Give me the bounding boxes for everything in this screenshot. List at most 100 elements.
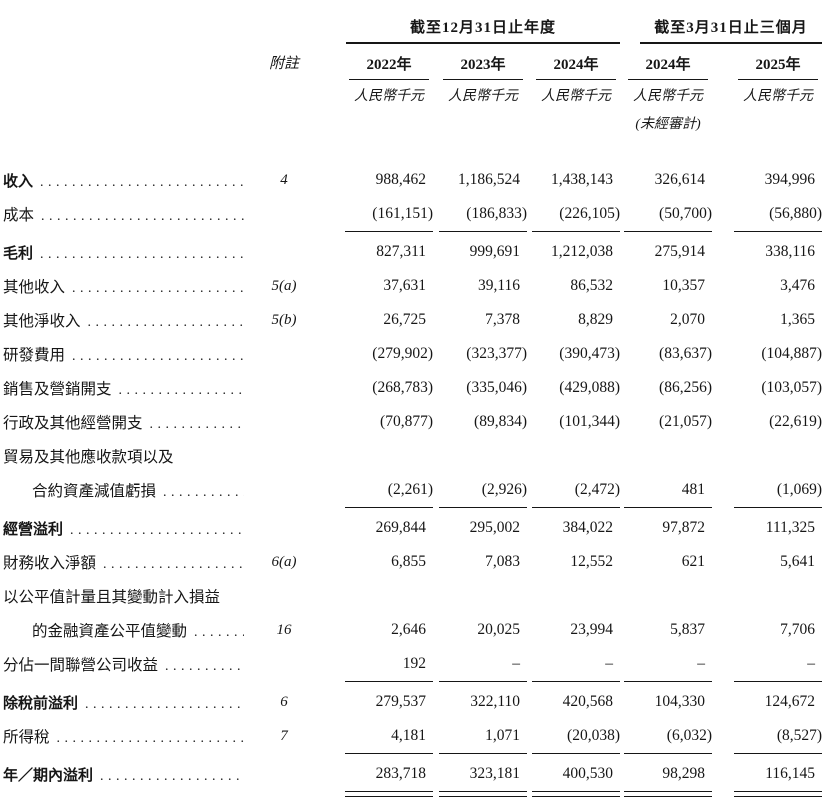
dot-leader [40,247,244,263]
value-cell: (56,880) [712,197,822,231]
year-label: 2023年 [443,53,523,80]
value: 6,855 [391,553,426,570]
row-label: 的金融資產公平值變動 [32,623,188,640]
value: 97,872 [662,519,705,536]
row-label-cell: 所得稅 [3,719,258,753]
rule-line [532,231,620,232]
row-note: 6(a) [271,553,297,570]
value-cell: 23,994 [527,613,620,647]
value-cell: 323,181 [433,757,527,791]
value: (86,256) [659,379,712,396]
value: 1,438,143 [551,171,613,188]
value: 23,994 [570,621,613,638]
value-cell [620,439,712,473]
value: 269,844 [375,519,426,536]
value: 1,365 [780,311,816,328]
value-cell: 326,614 [620,163,712,197]
row-label-cell: 經營溢利 [3,511,258,545]
currency-unit: 人民幣千元 [743,89,814,104]
value-cell: (226,105) [527,197,620,231]
value: 384,022 [562,519,613,536]
value: 283,718 [375,765,426,782]
value-cell: 86,532 [527,269,620,303]
value-cell: (21,057) [620,405,712,439]
value: 827,311 [376,243,426,260]
value: 1,186,524 [458,171,520,188]
value-cell: 1,186,524 [433,163,527,197]
table-row: 年／期內溢利 283,718 323,181 400,530 98,298 116,145 [3,757,822,791]
year-label: 2022年 [349,53,429,80]
value-cell: 827,311 [310,235,433,269]
value-cell: (390,473) [527,337,620,371]
row-label: 成本 [3,207,35,224]
table-row: 收入 4 988,462 1,186,524 1,438,143 326,614 394,9… [3,163,822,197]
value: – [697,655,705,672]
value-cell [433,579,527,613]
rule-line [624,753,712,754]
value: 326,614 [654,171,705,188]
row-label: 除稅前溢利 [3,694,79,712]
row-label-cell: 分佔一間聯營公司收益 [3,647,258,681]
currency-unit: 人民幣千元 [633,89,703,104]
group-quarter-label: 截至3月31日止三個月 [654,20,808,36]
value-cell: 279,537 [310,685,433,719]
table-row: 合約資產減值虧損 (2,261) (2,926) (2,472) 481 (1,069) [3,473,822,507]
row-label: 財務收入淨額 [3,555,97,572]
value: (1,069) [776,481,823,498]
value: (104,887) [761,345,823,362]
row-note [258,579,310,613]
table-row: 經營溢利 269,844 295,002 384,022 97,872 111,325 [3,511,822,545]
rule-line [624,231,712,232]
value: (2,261) [387,481,433,498]
double-total-rule-row [3,791,823,799]
rule-line [624,507,712,508]
rule-line [734,753,823,754]
value: (186,833) [466,205,527,222]
row-note [258,371,310,405]
value: 999,691 [469,243,520,260]
year-header-cell: 2024年 [620,44,712,80]
value: 394,996 [764,171,816,188]
double-rule-line [532,791,620,797]
value-cell: (1,069) [712,473,822,507]
value: 1,071 [485,727,520,744]
value-cell [712,439,822,473]
row-label-cell: 的金融資產公平值變動 [3,613,258,647]
rule-line [532,753,620,754]
row-label-cell: 貿易及其他應收款項以及 [3,439,258,473]
value-cell: 3,476 [712,269,822,303]
table-row: 其他淨收入 5(b) 26,725 7,378 8,829 2,070 1,365 [3,303,822,337]
row-note [258,197,310,231]
value-cell: 1,071 [433,719,527,753]
value-cell: 97,872 [620,511,712,545]
value-cell: (22,619) [712,405,822,439]
group-annual: 截至12月31日止年度 [310,2,620,44]
value: 86,532 [570,277,613,294]
value: 988,462 [375,171,426,188]
unaudited-note: (未經審計) [635,117,701,132]
year-label: 2025年 [738,53,819,80]
value-cell: 104,330 [620,685,712,719]
value-cell [527,579,620,613]
rule-line [734,231,823,232]
value-cell: 5,837 [620,613,712,647]
value-cell: (89,834) [433,405,527,439]
group-quarter: 截至3月31日止三個月 [620,2,823,44]
value: 2,070 [670,311,705,328]
value: 116,145 [765,765,816,782]
year-header-cell: 2022年 [310,44,433,80]
year-header-cell: 2023年 [433,44,527,80]
rule-line [345,507,433,508]
value-cell [527,439,620,473]
audit-note-row: (未經審計) [3,110,822,134]
table-row: 貿易及其他應收款項以及 [3,439,822,473]
value: (21,057) [659,413,712,430]
row-note [258,757,310,791]
value: 7,706 [780,621,816,638]
year-label: 2024年 [536,53,616,80]
row-note [258,405,310,439]
value: 111,325 [765,519,816,536]
value: 295,002 [469,519,520,536]
value: 338,116 [765,243,816,260]
value-cell: 999,691 [433,235,527,269]
